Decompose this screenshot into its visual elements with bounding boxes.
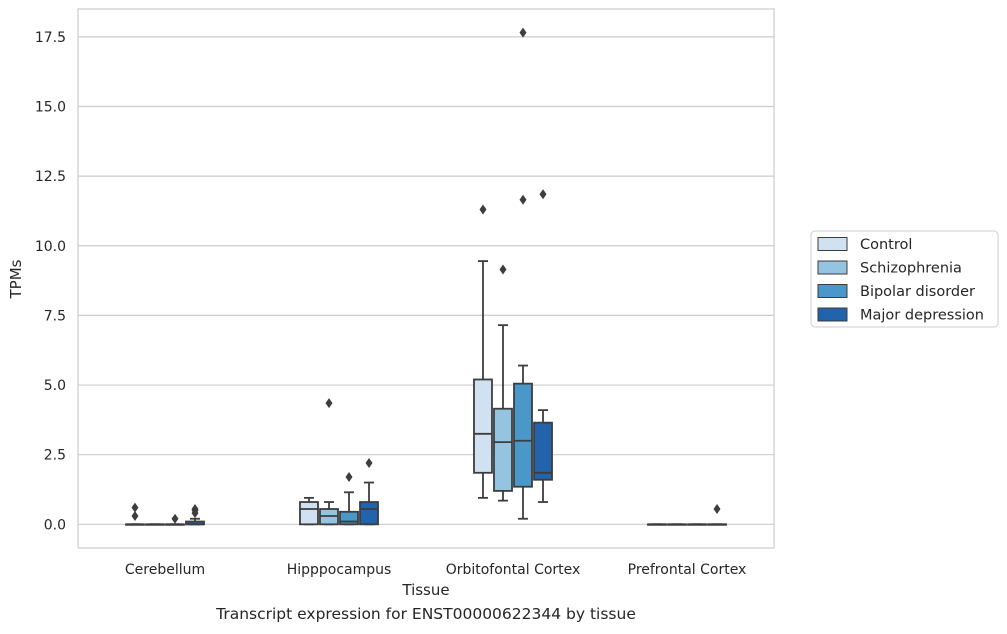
y-tick-label: 2.5 xyxy=(44,448,66,464)
y-axis-ticks: 0.0 2.5 5.0 7.5 10.0 12.5 15.0 17.5 xyxy=(35,30,66,533)
x-tick-label: Prefrontal Cortex xyxy=(628,562,747,578)
legend-label: Schizophrenia xyxy=(860,261,962,277)
box-group xyxy=(533,189,553,503)
box-group xyxy=(185,504,205,526)
box-group xyxy=(513,27,533,520)
y-axis-title: TPMs xyxy=(7,259,25,299)
box xyxy=(299,501,319,526)
x-axis-ticks: Cerebellum Hipppocampus Orbitofontal Corte… xyxy=(125,562,746,578)
plot-frame xyxy=(77,8,775,549)
legend-swatch xyxy=(817,284,848,298)
box-group xyxy=(165,513,185,526)
outlier-point xyxy=(191,508,199,519)
outlier-point xyxy=(519,194,527,205)
outlier-point xyxy=(131,510,139,521)
y-tick-label: 0.0 xyxy=(44,517,66,533)
box-group xyxy=(687,523,707,526)
boxes xyxy=(125,27,727,526)
outlier-point xyxy=(499,264,507,275)
legend-swatch xyxy=(817,237,848,251)
box-group xyxy=(339,471,359,526)
box xyxy=(513,382,533,488)
x-tick-label: Hipppocampus xyxy=(287,562,392,578)
box-group xyxy=(359,458,379,526)
chart-caption: Transcript expression for ENST0000062234… xyxy=(216,605,636,623)
legend-label: Control xyxy=(860,237,912,253)
box-group xyxy=(473,204,493,499)
y-tick-label: 5.0 xyxy=(44,378,66,394)
grid-lines xyxy=(78,36,774,525)
legend-swatch xyxy=(817,307,848,322)
box-group xyxy=(319,398,339,526)
outlier-point xyxy=(479,204,487,215)
box xyxy=(359,501,379,526)
box xyxy=(533,421,553,481)
outlier-point xyxy=(131,502,139,513)
outlier-point xyxy=(325,398,333,409)
y-tick-label: 7.5 xyxy=(44,308,66,324)
outlier-point xyxy=(365,458,373,469)
outlier-point xyxy=(171,513,179,524)
box-group xyxy=(707,504,727,526)
y-tick-label: 15.0 xyxy=(35,99,66,115)
outlier-point xyxy=(713,504,721,515)
box-group xyxy=(667,523,687,526)
y-tick-label: 10.0 xyxy=(35,239,66,255)
box xyxy=(473,378,493,474)
box-group xyxy=(125,502,145,526)
outlier-point xyxy=(539,189,547,200)
box-group xyxy=(145,523,165,526)
legend: Control Schizophrenia Bipolar disorder Majo… xyxy=(810,230,999,328)
x-tick-label: Orbitofontal Cortex xyxy=(446,562,581,578)
legend-label: Bipolar disorder xyxy=(860,284,975,300)
legend-swatch xyxy=(817,260,848,275)
box xyxy=(339,510,359,526)
y-tick-label: 17.5 xyxy=(35,30,66,46)
legend-frame xyxy=(810,230,999,328)
box-group xyxy=(299,496,319,526)
box xyxy=(493,407,513,492)
x-axis-title: Tissue xyxy=(401,581,449,599)
outlier-point xyxy=(519,27,527,38)
outlier-point xyxy=(345,471,353,482)
y-tick-label: 12.5 xyxy=(35,169,66,185)
x-tick-label: Cerebellum xyxy=(125,562,205,578)
legend-label: Major depression xyxy=(860,308,984,324)
box-group xyxy=(493,264,513,502)
box-group xyxy=(647,523,667,526)
